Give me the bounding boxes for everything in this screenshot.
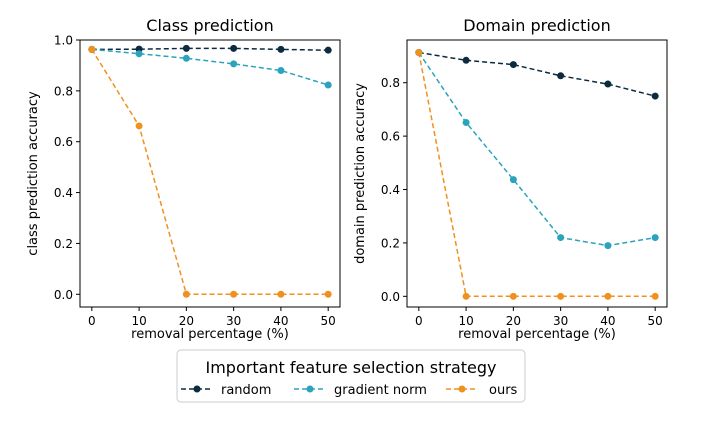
data-point xyxy=(462,119,470,127)
y-tick-label: 1.0 xyxy=(54,34,73,48)
plot-frame xyxy=(79,39,341,308)
x-tick-label: 40 xyxy=(273,314,288,328)
data-point xyxy=(182,44,190,52)
y-tick-label: 0.0 xyxy=(381,290,400,304)
data-point xyxy=(88,45,96,53)
series-gradient-norm xyxy=(88,45,332,89)
legend-title: Important feature selection strategy xyxy=(206,358,497,377)
data-point xyxy=(415,49,423,57)
y-tick-label: 0.8 xyxy=(381,76,400,90)
legend: Important feature selection strategy ran… xyxy=(176,349,526,403)
data-point xyxy=(277,290,285,298)
chart-class-prediction: Class prediction 0 10 20 30 40 50 0.0 0.2 0.4 0.6 0… xyxy=(26,16,341,342)
data-point xyxy=(604,242,612,250)
data-point xyxy=(557,292,565,300)
data-point xyxy=(230,60,238,68)
chart-title: Domain prediction xyxy=(463,16,610,35)
series-line xyxy=(91,49,329,296)
data-point xyxy=(462,292,470,300)
x-tick-label: 30 xyxy=(226,314,241,328)
data-point xyxy=(324,290,332,298)
y-tick-label: 0.0 xyxy=(54,288,73,302)
data-point xyxy=(182,54,190,62)
data-point xyxy=(509,61,517,69)
x-tick-label: 30 xyxy=(553,314,568,328)
legend-marker-gradient-norm xyxy=(306,385,314,393)
data-point xyxy=(651,92,659,100)
x-axis-label: removal percentage (%) xyxy=(458,327,616,342)
data-point xyxy=(651,234,659,242)
x-axis-label: removal percentage (%) xyxy=(131,327,289,342)
data-point xyxy=(277,67,285,75)
legend-entry-ours: ours xyxy=(446,383,518,398)
legend-entry-random: random xyxy=(181,383,271,398)
x-tick-label: 50 xyxy=(321,314,336,328)
legend-label-gradient-norm: gradient norm xyxy=(334,383,427,398)
data-point xyxy=(230,44,238,52)
x-tick-label: 20 xyxy=(179,314,194,328)
data-point xyxy=(651,292,659,300)
data-point xyxy=(277,45,285,53)
data-point xyxy=(509,292,517,300)
data-point xyxy=(604,80,612,88)
data-point xyxy=(604,292,612,300)
data-point xyxy=(135,122,143,130)
x-tick-label: 10 xyxy=(131,314,146,328)
x-tick-label: 50 xyxy=(648,314,663,328)
x-tick-label: 40 xyxy=(600,314,615,328)
data-point xyxy=(135,50,143,58)
x-tick-label: 0 xyxy=(88,314,96,328)
y-tick-label: 0.6 xyxy=(381,130,400,144)
y-axis-label: class prediction accuracy xyxy=(26,91,41,256)
x-tick-label: 10 xyxy=(458,314,473,328)
data-point xyxy=(324,81,332,89)
data-point xyxy=(324,46,332,54)
x-tick-label: 0 xyxy=(415,314,423,328)
y-tick-label: 0.4 xyxy=(381,183,400,197)
data-point xyxy=(557,72,565,80)
chart-title: Class prediction xyxy=(146,16,273,35)
plot-frame xyxy=(406,39,668,308)
legend-label-ours: ours xyxy=(489,383,518,398)
series-line xyxy=(418,52,656,298)
legend-label-random: random xyxy=(221,383,271,398)
x-tick-label: 20 xyxy=(506,314,521,328)
y-tick-label: 0.2 xyxy=(54,237,73,251)
data-point xyxy=(230,290,238,298)
y-tick-label: 0.6 xyxy=(54,135,73,149)
y-axis-label: domain prediction accuracy xyxy=(353,83,368,264)
y-tick-label: 0.4 xyxy=(54,186,73,200)
data-point xyxy=(557,234,565,242)
plots-layer: Class prediction 0 10 20 30 40 50 0.0 0.2 0.4 0.6 0… xyxy=(26,16,668,342)
legend-marker-random xyxy=(193,385,201,393)
data-point xyxy=(462,56,470,64)
data-point xyxy=(509,176,517,184)
series-line xyxy=(91,48,329,86)
data-point xyxy=(182,290,190,298)
legend-marker-ours xyxy=(458,385,466,393)
series-line xyxy=(418,52,656,247)
series-line xyxy=(418,51,656,97)
chart-domain-prediction: Domain prediction 0 10 20 30 40 50 0.0 0.2 0.4 0.6… xyxy=(353,16,668,342)
y-tick-label: 0.8 xyxy=(54,84,73,98)
series-ours xyxy=(415,49,659,300)
legend-entry-gradient-norm: gradient norm xyxy=(294,383,427,398)
series-random xyxy=(415,49,659,100)
legend-frame xyxy=(176,349,526,403)
series-line xyxy=(91,47,329,51)
y-tick-label: 0.2 xyxy=(381,236,400,250)
series-ours xyxy=(88,45,332,298)
